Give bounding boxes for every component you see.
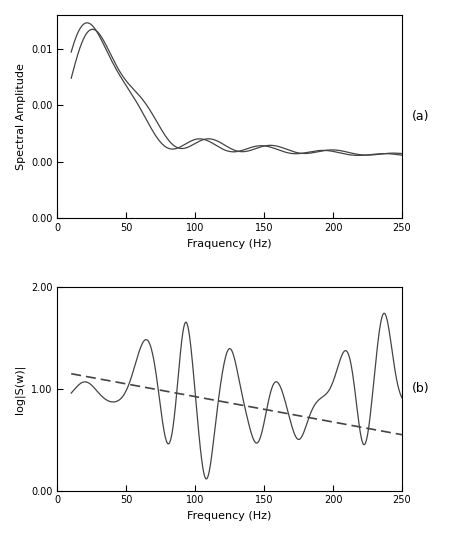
Y-axis label: log|S(w)|: log|S(w)| xyxy=(15,364,26,414)
Y-axis label: Spectral Amplitude: Spectral Amplitude xyxy=(16,63,26,170)
X-axis label: Fraquency (Hz): Fraquency (Hz) xyxy=(187,239,272,249)
X-axis label: Frequency (Hz): Frequency (Hz) xyxy=(188,511,272,521)
Text: (a): (a) xyxy=(412,110,430,123)
Text: (b): (b) xyxy=(412,383,430,396)
